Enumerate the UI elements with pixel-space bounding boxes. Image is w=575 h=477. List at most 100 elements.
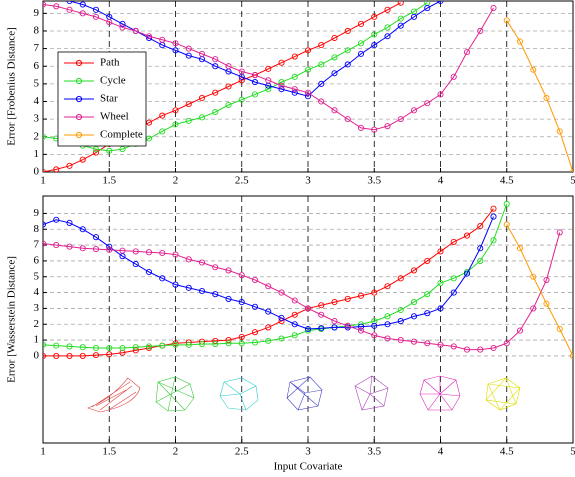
point [490,237,497,244]
point [397,116,404,123]
point [384,335,391,342]
point [569,168,573,172]
point [344,27,351,35]
point [79,10,86,17]
point [477,27,484,35]
point [225,101,232,109]
point [172,47,179,54]
point [225,337,232,344]
point [331,324,338,331]
series-line [506,20,573,172]
point [159,342,166,349]
point [106,147,113,154]
point [490,344,497,352]
point [357,40,365,47]
x-tick-label: 2.5 [235,175,249,187]
point [424,100,431,107]
point [43,352,47,359]
x-tick-label: 4 [438,446,444,458]
point [490,5,497,12]
point [397,15,404,22]
thumb-star [219,377,259,411]
point [530,273,537,280]
point [384,321,391,328]
y-tick-label: 9 [34,207,40,219]
x-tick-label: 2.5 [235,446,249,458]
point [410,107,418,114]
point [344,116,351,123]
point [212,291,219,298]
point [424,340,431,347]
point [119,344,126,352]
y-tick-label: 1 [34,148,40,160]
y-tick-label: 0 [34,349,40,361]
point [92,149,100,156]
point [43,1,47,8]
point [516,327,524,334]
point [132,27,139,35]
legend-marker [75,77,83,85]
point [265,308,272,315]
point [79,226,86,233]
point [145,34,153,42]
point [238,299,245,306]
point [278,318,285,325]
point [344,322,351,329]
point [291,321,298,328]
point [159,112,166,119]
thumb-complete [485,377,521,411]
point [304,305,312,312]
point [410,267,418,274]
point [318,98,325,105]
y-tick-label: 7 [34,239,40,251]
series-line [43,4,494,131]
thumb-cycle [155,376,195,412]
point [53,352,60,359]
point [384,313,391,320]
point [145,249,153,256]
point [357,20,365,27]
x-tick-label: 1 [40,175,46,187]
point [119,20,126,27]
point [132,347,139,354]
point [225,83,232,90]
x-tick-label: 3 [305,175,311,187]
x-tick-label: 1.5 [102,175,116,187]
point [543,94,550,102]
point [185,256,192,263]
point [371,126,378,133]
point [106,344,113,352]
point [357,50,365,57]
point [172,251,179,258]
point [344,61,351,68]
point [43,240,47,247]
plot-frame [42,195,574,444]
point [477,346,484,353]
point [92,234,100,241]
point [318,80,325,87]
point [397,337,404,344]
y-axis-label: Error [Wasserstein Distance] [6,256,18,383]
point [463,270,471,277]
legend-marker [75,113,83,121]
y-tick-label: 4 [34,286,40,298]
point [318,325,325,332]
point [92,344,100,352]
point [384,24,391,31]
plot-frame [42,0,574,173]
x-tick-label: 5 [570,175,575,187]
point [185,284,192,291]
point [53,216,60,223]
point [159,128,166,135]
y-tick-label: 9 [34,7,40,19]
point [106,19,113,26]
point [437,91,444,98]
point [344,47,351,54]
point [198,50,206,57]
point [278,289,285,296]
y-tick-label: 3 [34,113,40,125]
point [79,1,86,8]
point [278,82,285,89]
point [251,329,259,336]
point [172,121,179,128]
